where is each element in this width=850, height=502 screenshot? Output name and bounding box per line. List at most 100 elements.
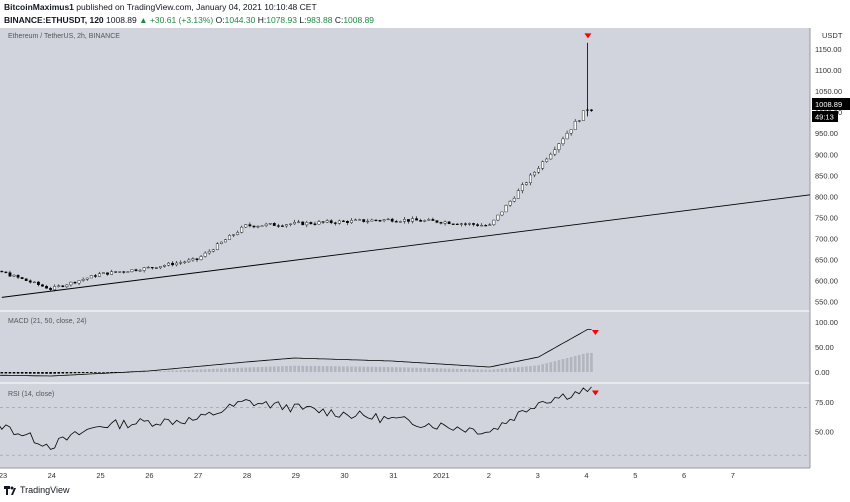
candle-body xyxy=(126,271,130,273)
macd-histogram-bar xyxy=(289,365,292,372)
macd-histogram-bar xyxy=(57,372,61,374)
macd-histogram-bar xyxy=(12,372,16,374)
candle-body xyxy=(301,221,305,226)
macd-histogram-bar xyxy=(28,372,32,374)
up-arrow-icon: ▲ xyxy=(139,15,148,25)
candle-body xyxy=(49,288,53,290)
macd-histogram-bar xyxy=(346,366,349,372)
candle-body xyxy=(285,224,288,227)
macd-histogram-bar xyxy=(297,365,300,372)
ohlc-h-value: 1078.93 xyxy=(266,15,297,25)
macd-histogram-bar xyxy=(187,369,191,372)
candle-body xyxy=(317,221,321,225)
candle-body xyxy=(236,232,240,235)
candle-body xyxy=(118,271,122,273)
candle-body xyxy=(211,249,215,252)
price-axis-ticks[interactable]: 1150.001100.001050.001000.00950.00900.00… xyxy=(815,45,842,436)
candle-body xyxy=(427,219,431,221)
macd-histogram-bar xyxy=(65,372,69,374)
macd-histogram-bar xyxy=(496,369,500,372)
macd-histogram-bar xyxy=(142,371,146,373)
candle-body xyxy=(256,226,260,228)
macd-pane-label: MACD (21, 50, close, 24) xyxy=(8,318,87,325)
price-tick-label: 650.00 xyxy=(815,255,838,264)
symbol[interactable]: BINANCE:ETHUSDT, 120 xyxy=(4,15,104,25)
candle-body xyxy=(386,218,390,221)
rsi-tick-label: 75.00 xyxy=(815,398,834,407)
macd-histogram-bar xyxy=(431,368,435,372)
macd-histogram-bar xyxy=(382,366,386,372)
macd-tick-label: 50.00 xyxy=(815,343,834,352)
candle-body xyxy=(553,149,557,155)
candle-body xyxy=(378,220,382,222)
candle-body xyxy=(293,222,296,225)
macd-histogram-bar xyxy=(545,363,549,372)
published-text: published on TradingView.com, January 04… xyxy=(76,2,317,12)
macd-histogram-bar xyxy=(232,368,235,372)
macd-histogram-bar xyxy=(244,367,248,372)
signal-markers xyxy=(584,33,599,396)
macd-histogram-bar xyxy=(146,371,150,373)
ohlc-o-value: 1044.30 xyxy=(224,15,256,25)
macd-histogram-bar xyxy=(484,369,488,372)
candle-body xyxy=(480,225,484,227)
candle-body xyxy=(374,219,378,221)
macd-tick-label: 0.00 xyxy=(815,368,830,377)
macd-histogram-bar xyxy=(537,365,540,372)
ohlc-l-value: 983.88 xyxy=(306,15,333,25)
candle-body xyxy=(16,274,20,278)
macd-histogram-bar xyxy=(354,366,357,372)
author-name[interactable]: BitcoinMaximus1 xyxy=(4,2,74,12)
macd-histogram-bar xyxy=(24,372,28,374)
candle-body xyxy=(138,270,142,272)
price-tick-label: 1100.00 xyxy=(815,66,842,75)
macd-histogram-bar xyxy=(313,365,317,372)
ohlc-c-value: 1008.89 xyxy=(343,15,375,25)
candle-body xyxy=(175,262,179,266)
candle-body xyxy=(468,223,471,225)
macd-histogram-bar xyxy=(557,360,561,372)
candle-body xyxy=(516,190,520,199)
candle-body xyxy=(61,285,65,287)
candle-body xyxy=(533,171,536,176)
candle-body xyxy=(167,262,170,266)
candle-body xyxy=(504,205,508,213)
price-tick-label: 750.00 xyxy=(815,213,838,222)
macd-histogram-bar xyxy=(114,372,117,373)
time-tick-label: 30 xyxy=(340,471,348,480)
macd-series xyxy=(0,329,593,377)
candle-body xyxy=(219,241,223,244)
macd-histogram-bar xyxy=(195,369,199,372)
candle-body xyxy=(73,281,77,284)
time-tick-label: 29 xyxy=(292,471,300,480)
price-tick-label: 850.00 xyxy=(815,171,838,180)
macd-histogram-bar xyxy=(549,362,553,372)
candle-body xyxy=(130,269,134,272)
macd-histogram-bar xyxy=(138,371,142,373)
support-trendline-group[interactable] xyxy=(1,194,811,298)
candle-body xyxy=(451,223,455,225)
candle-body xyxy=(224,239,227,243)
candle-body xyxy=(512,198,516,202)
price-tick-label: 1150.00 xyxy=(815,45,842,54)
macd-histogram-bar xyxy=(285,366,288,372)
candle-body xyxy=(459,223,463,225)
candle-body xyxy=(358,219,362,221)
time-tick-label: 31 xyxy=(389,471,397,480)
time-axis-ticks[interactable]: 23 24 25 26 27 28 29 30 31 2021 2 3 4 5 6 7 xyxy=(0,471,735,480)
macd-histogram-bar xyxy=(350,366,353,372)
macd-histogram-bar xyxy=(508,367,512,372)
candle-body xyxy=(41,284,44,287)
macd-histogram-bar xyxy=(390,367,394,372)
tradingview-logo-icon[interactable] xyxy=(4,486,16,496)
price-tick-label: 600.00 xyxy=(815,277,838,286)
tradingview-brand[interactable]: TradingView xyxy=(20,485,70,495)
macd-histogram-bar xyxy=(33,372,36,374)
macd-histogram-bar xyxy=(455,368,459,372)
macd-histogram-bar xyxy=(569,357,573,372)
time-tick-label: 2 xyxy=(487,471,491,480)
candle-body xyxy=(321,221,325,223)
macd-histogram-bar xyxy=(460,368,463,372)
candle-body xyxy=(529,174,532,183)
chart-canvas[interactable]: 1150.001100.001050.001000.00950.00900.00… xyxy=(0,0,850,482)
